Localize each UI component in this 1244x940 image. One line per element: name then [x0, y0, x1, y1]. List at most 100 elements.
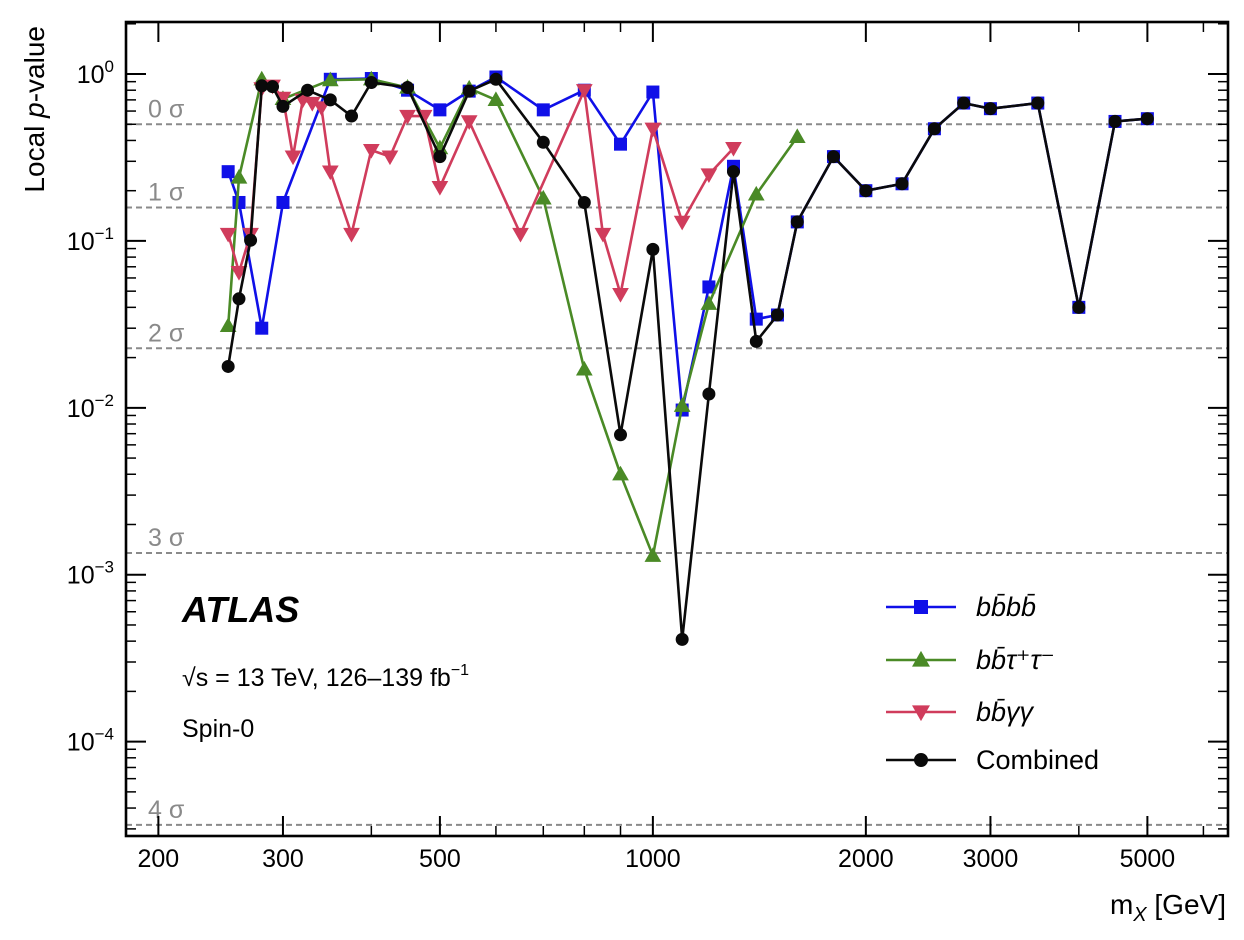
data-point [644, 122, 662, 138]
annotations: ATLAS √s = 13 TeV, 126–139 fb−1 Spin-0 [181, 589, 469, 743]
data-point [747, 185, 765, 201]
x-tick-label: 200 [138, 845, 180, 873]
series-line [226, 75, 1148, 412]
legend-marker [914, 600, 928, 614]
series-line [226, 84, 735, 296]
y-tick-label: 100 [77, 57, 114, 89]
data-point [399, 109, 416, 125]
data-point [859, 184, 873, 198]
y-tick-label: 10−2 [67, 391, 114, 423]
data-point [726, 165, 740, 179]
y-tick-label: 10−1 [67, 224, 114, 256]
data-point [321, 165, 339, 181]
data-point [673, 397, 691, 412]
tick-labels: 200 300 500 1000 2000 3000 5000 100 10−1 10−2 10−3… [67, 57, 1175, 873]
data-point [788, 128, 806, 144]
legend-label: bb̄bb̄ [976, 592, 1036, 622]
axis-ticks [126, 22, 1228, 836]
legend-label: Combined [976, 745, 1099, 775]
data-point [957, 96, 971, 110]
data-point [675, 632, 689, 646]
x-tick-label: 500 [419, 845, 461, 873]
series-group [219, 70, 1154, 646]
legend-label: bb̄γγ [976, 697, 1035, 727]
energy-label: √s = 13 TeV, 126–139 fb−1 [182, 662, 469, 692]
data-point [983, 102, 997, 116]
data-point [646, 85, 660, 99]
legend-marker [912, 705, 930, 722]
data-point [219, 317, 237, 332]
sigma-label: 0 σ [148, 95, 185, 123]
data-point [362, 144, 380, 159]
data-point [725, 141, 742, 157]
data-point [462, 84, 476, 98]
data-point [244, 233, 258, 247]
x-tick-label: 3000 [963, 845, 1019, 873]
data-point [321, 71, 339, 87]
legend: bb̄bb̄ bb̄τ⁺τ⁻ bb̄γγ Combined [886, 592, 1099, 775]
data-point [536, 103, 550, 117]
data-point [276, 99, 290, 113]
series-0 [221, 70, 1154, 417]
data-point [381, 150, 399, 166]
experiment-label: ATLAS [181, 589, 299, 630]
data-point [219, 227, 237, 243]
data-point [284, 150, 302, 166]
data-point [487, 91, 505, 107]
data-point [702, 387, 716, 401]
data-point [575, 84, 593, 99]
data-point [1108, 114, 1122, 128]
data-point [230, 168, 248, 184]
data-point [433, 103, 447, 117]
data-point [232, 195, 246, 209]
series-line [226, 78, 799, 558]
data-point [433, 150, 447, 164]
data-point [612, 465, 629, 481]
data-point [221, 165, 235, 179]
data-point [1140, 112, 1154, 126]
model-label: Spin-0 [182, 715, 254, 743]
data-point [646, 242, 660, 256]
sigma-label: 4 σ [148, 796, 185, 824]
data-point [614, 428, 628, 442]
data-point [1031, 96, 1045, 110]
data-point [266, 80, 280, 94]
legend-marker [914, 753, 928, 767]
data-point [512, 227, 529, 243]
x-tick-label: 5000 [1120, 845, 1176, 873]
data-point [221, 359, 235, 373]
data-point [895, 177, 909, 191]
data-point [612, 288, 629, 303]
data-point [534, 189, 552, 205]
series-3 [221, 72, 1154, 646]
data-point [460, 115, 478, 130]
data-point [575, 360, 593, 376]
data-point [313, 101, 330, 117]
data-point [700, 295, 718, 310]
plot-frame [124, 20, 1230, 838]
data-point [749, 334, 763, 348]
data-point [301, 83, 315, 97]
y-axis-label: Local p-value [19, 26, 50, 193]
legend-label: bb̄τ⁺τ⁻ [976, 645, 1055, 675]
data-point [577, 195, 591, 209]
data-point [401, 81, 415, 95]
data-point [614, 137, 628, 151]
data-point [431, 181, 449, 196]
data-point [790, 215, 804, 229]
x-tick-label: 1000 [625, 845, 681, 873]
data-point [770, 308, 784, 322]
x-tick-label: 2000 [838, 845, 894, 873]
y-tick-label: 10−4 [67, 725, 114, 757]
data-point [536, 135, 550, 149]
data-point [673, 215, 691, 231]
data-point [343, 227, 360, 243]
sigma-label: 1 σ [148, 178, 185, 206]
y-tick-label: 10−3 [67, 558, 114, 590]
series-line [226, 78, 1148, 641]
data-point [826, 150, 840, 164]
data-point [232, 292, 246, 306]
sigma-label: 2 σ [148, 319, 185, 347]
data-point [255, 79, 269, 93]
